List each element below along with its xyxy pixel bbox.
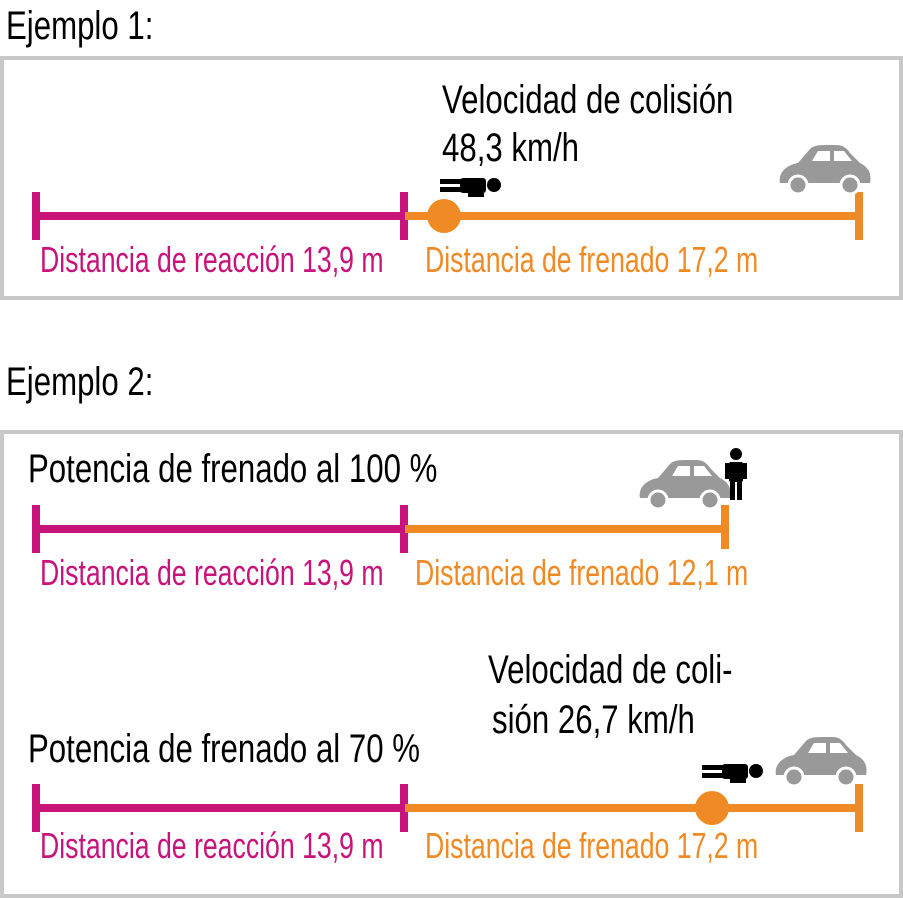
- case100-reaction-start-tick: [32, 505, 40, 553]
- case70-collision-line2: sión 26,7 km/h: [492, 698, 695, 742]
- case100-timeline: [32, 448, 747, 553]
- example1-braking-label: Distancia de frenado 17,2 m: [425, 239, 759, 280]
- example1-reaction-start-tick: [32, 192, 40, 240]
- example1-collision-line1: Velocidad de colisión: [442, 78, 734, 122]
- case100-title: Potencia de frenado al 100 %: [28, 447, 438, 491]
- case70-collision-line1: Velocidad de coli-: [488, 648, 733, 692]
- example1-car-icon: [778, 143, 873, 196]
- example2-heading: Ejemplo 2:: [6, 360, 154, 404]
- example1-collision-line2: 48,3 km/h: [442, 126, 580, 170]
- example1-reaction-label: Distancia de reacción 13,9 m: [40, 239, 384, 280]
- example2-panel: [0, 430, 903, 898]
- example1-pedestrian-lying-icon: [440, 178, 501, 197]
- case70-title: Potencia de frenado al 70 %: [28, 727, 421, 771]
- case70-timeline: [32, 735, 869, 832]
- case100-reaction-bar: [36, 525, 405, 533]
- example1-braking-end-tick: [855, 192, 863, 240]
- example1-impact-point-marker: [427, 199, 461, 233]
- case70-reaction-start-tick: [32, 784, 40, 832]
- example1-reaction-bar: [36, 212, 405, 220]
- case70-pedestrian-lying-icon: [702, 764, 763, 783]
- case100-car-icon: [638, 458, 733, 511]
- example1-heading: Ejemplo 1:: [6, 4, 154, 48]
- example1-panel: [0, 56, 903, 300]
- case100-reaction-end-tick: [400, 505, 408, 553]
- example1-timeline: [32, 143, 873, 240]
- case70-reaction-end-tick: [400, 784, 408, 832]
- case70-braking-label: Distancia de frenado 17,2 m: [425, 825, 759, 866]
- case70-reaction-bar: [36, 804, 405, 812]
- case70-reaction-label: Distancia de reacción 13,9 m: [40, 825, 384, 866]
- case70-impact-point-marker: [695, 791, 729, 825]
- example1-reaction-end-tick: [400, 192, 408, 240]
- case70-braking-bar: [405, 804, 858, 812]
- case70-car-icon: [774, 735, 869, 788]
- case100-braking-end-tick: [721, 505, 729, 549]
- example1-braking-bar: [405, 212, 858, 220]
- case100-braking-bar: [405, 525, 727, 533]
- case100-braking-label: Distancia de frenado 12,1 m: [415, 552, 749, 593]
- case100-reaction-label: Distancia de reacción 13,9 m: [40, 552, 384, 593]
- case70-braking-end-tick: [855, 784, 863, 832]
